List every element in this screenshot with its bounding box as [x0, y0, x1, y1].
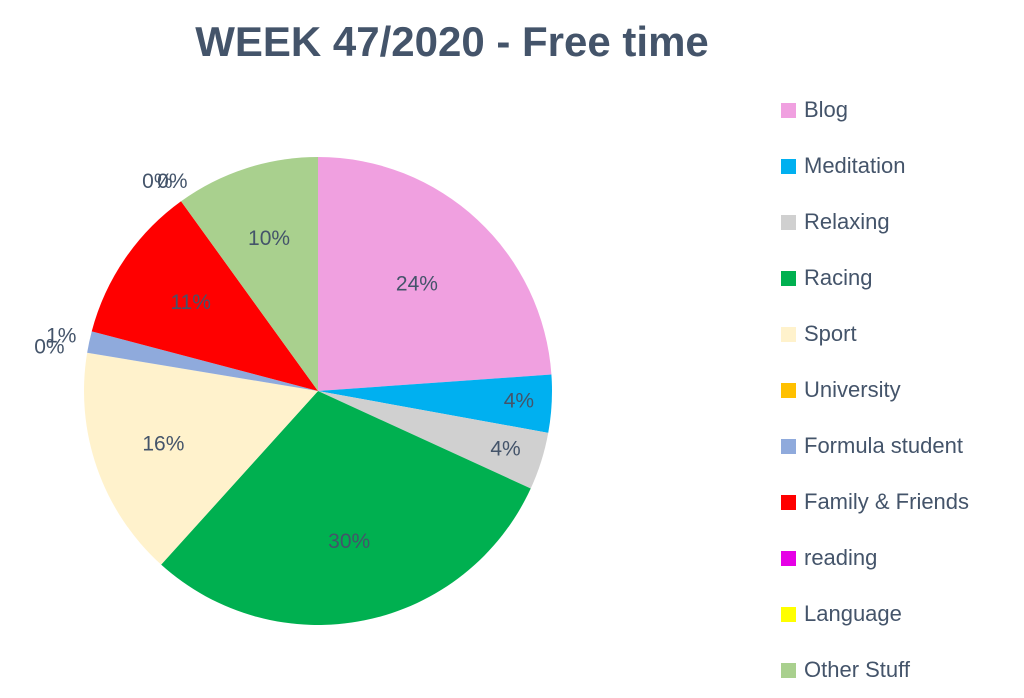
legend-swatch: [781, 326, 796, 342]
data-label-blog: 24%: [396, 272, 438, 295]
data-label-sport: 16%: [142, 433, 184, 456]
legend-item: reading: [781, 530, 969, 586]
data-label-formula-student: 1%: [46, 325, 76, 348]
data-label-university: 0%: [34, 336, 64, 359]
legend-swatch: [781, 382, 796, 398]
legend-label: Blog: [804, 97, 849, 122]
legend: Blog Meditation Relaxing Racing Sport Univers…: [781, 82, 969, 698]
legend-label: Meditation: [804, 153, 906, 178]
legend-item: Family & Friends: [781, 474, 969, 530]
legend-swatch: [781, 662, 796, 678]
legend-item: Other Stuff: [781, 642, 969, 698]
legend-swatch: [781, 158, 796, 174]
pie-slice-meditation: [318, 374, 552, 433]
legend-item: Racing: [781, 250, 969, 306]
legend-item: Meditation: [781, 138, 969, 194]
data-label-other-stuff: 10%: [248, 227, 290, 250]
data-label-racing: 30%: [328, 530, 370, 553]
data-label-relaxing: 4%: [490, 438, 520, 461]
legend-swatch: [781, 494, 796, 510]
chart-title: WEEK 47/2020 - Free time: [195, 18, 709, 65]
pie-slice-family-friends: [91, 201, 318, 391]
legend-label: Family & Friends: [804, 489, 970, 514]
pie-slice-racing: [161, 391, 531, 625]
legend-label: University: [804, 377, 901, 402]
pie-slices: [84, 157, 552, 625]
legend-swatch: [781, 550, 796, 566]
legend-item: Language: [781, 586, 969, 642]
legend-swatch: [781, 214, 796, 230]
legend-item: Sport: [781, 306, 969, 362]
data-label-family-friends: 11%: [170, 291, 210, 314]
data-label-language: 0%: [157, 170, 187, 193]
data-label-meditation: 4%: [504, 390, 534, 413]
pie-slice-sport: [84, 352, 318, 565]
legend-swatch: [781, 102, 796, 118]
legend-item: Relaxing: [781, 194, 969, 250]
legend-label: Other Stuff: [804, 657, 910, 682]
pie-labels: 24%4%4%30%16%0%1%11%0%0%10%: [34, 170, 534, 553]
legend-label: Relaxing: [804, 209, 890, 234]
pie-slice-formula-student: [87, 331, 318, 391]
legend-label: Language: [804, 601, 902, 626]
pie-slice-blog: [318, 157, 552, 391]
legend-label: Racing: [804, 265, 873, 290]
data-label-reading: 0%: [142, 170, 172, 193]
legend-label: Sport: [804, 321, 857, 346]
legend-item: Blog: [781, 82, 969, 138]
pie-slice-other-stuff: [181, 157, 318, 391]
legend-swatch: [781, 270, 796, 286]
pie-slice-relaxing: [318, 391, 549, 489]
legend-label: Formula student: [804, 433, 963, 458]
legend-item: University: [781, 362, 969, 418]
legend-swatch: [781, 606, 796, 622]
legend-swatch: [781, 438, 796, 454]
legend-label: reading: [804, 545, 878, 570]
legend-item: Formula student: [781, 418, 969, 474]
